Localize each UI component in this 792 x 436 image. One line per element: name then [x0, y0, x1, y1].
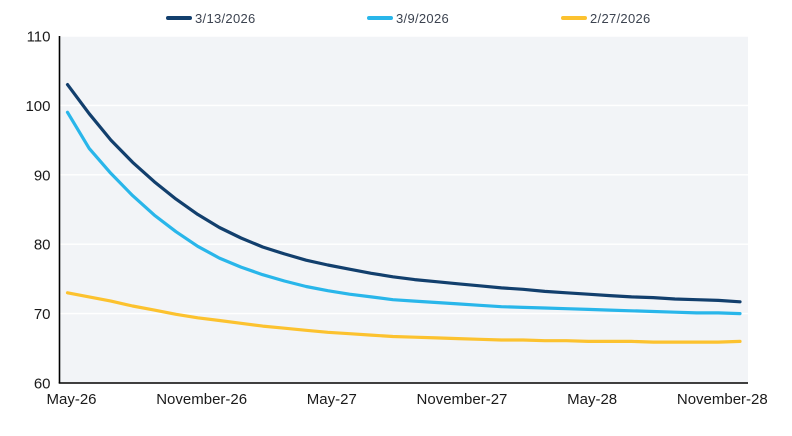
y-tick-label: 60 [34, 376, 51, 393]
x-tick-label: November-28 [677, 391, 768, 408]
series-line-2 [65, 291, 742, 344]
plot-area [59, 36, 748, 383]
y-tick-label: 110 [27, 29, 51, 46]
x-tick-label: November-27 [417, 391, 508, 408]
legend-line-swatch [561, 16, 587, 20]
y-tick-label: 90 [34, 167, 51, 184]
series-line-1 [65, 110, 742, 316]
chart-legend: 3/13/2026 3/9/2026 2/27/2026 [0, 0, 792, 30]
x-tick-label: May-26 [46, 391, 96, 408]
y-tick-label: 100 [25, 98, 50, 115]
legend-item-3-13-2026: 3/13/2026 [166, 10, 256, 26]
legend-item-2-27-2026: 2/27/2026 [561, 10, 651, 26]
x-tick-label: May-28 [567, 391, 617, 408]
legend-label: 3/9/2026 [396, 10, 450, 26]
legend-item-3-9-2026: 3/9/2026 [367, 10, 450, 26]
legend-label: 2/27/2026 [590, 10, 651, 26]
x-tick-label: May-27 [307, 391, 357, 408]
legend-line-swatch [367, 16, 393, 20]
legend-line-swatch [166, 16, 192, 20]
series-line-0 [65, 83, 742, 304]
y-tick-label: 70 [34, 306, 51, 323]
y-tick-label: 80 [34, 237, 51, 254]
legend-label: 3/13/2026 [195, 10, 256, 26]
x-tick-label: November-26 [156, 391, 247, 408]
